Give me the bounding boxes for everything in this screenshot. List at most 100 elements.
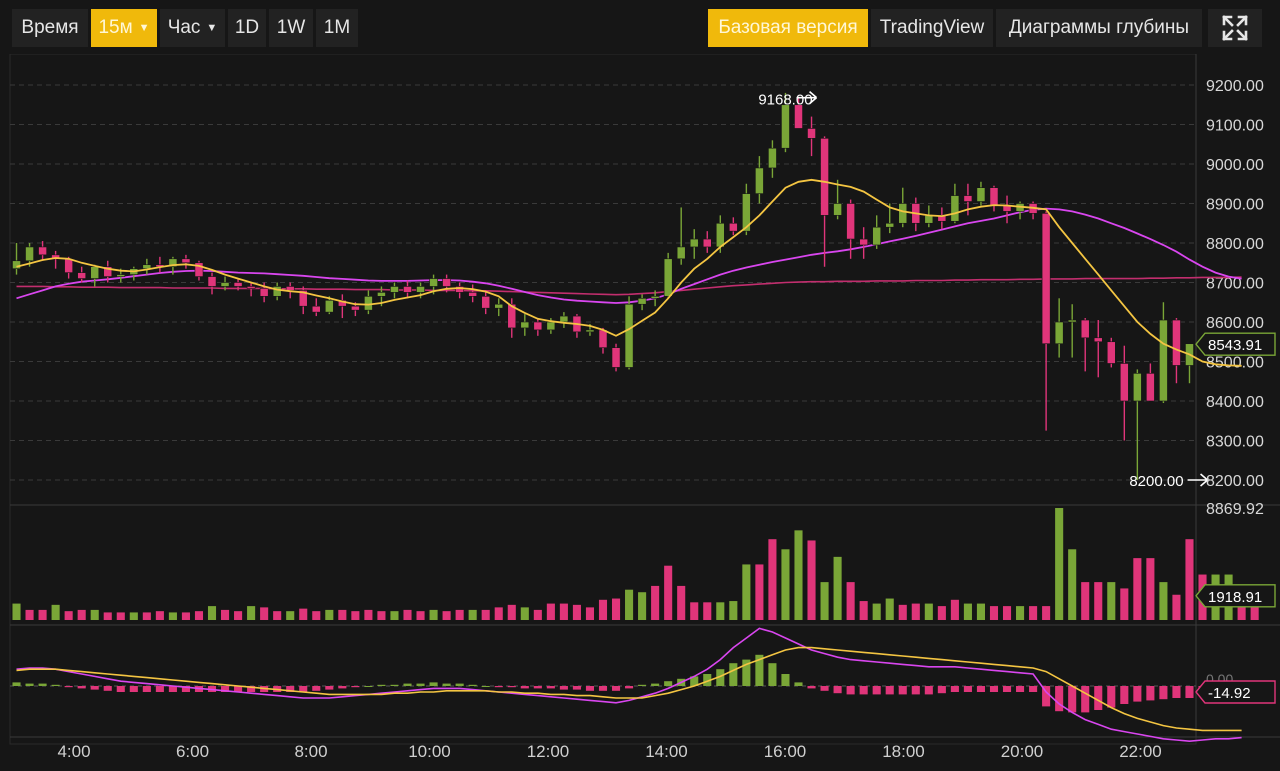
osc-histogram-bar [481, 686, 490, 687]
volume-bar [664, 565, 673, 620]
volume-bar [820, 582, 829, 620]
osc-histogram-bar [820, 686, 829, 691]
tradingview-tab[interactable]: TradingView [871, 9, 993, 47]
osc-histogram-bar [1185, 686, 1194, 698]
osc-histogram-bar [90, 686, 99, 690]
volume-bar [494, 607, 503, 620]
volume-bar [638, 592, 647, 620]
price-tick-label: 8800.00 [1206, 236, 1264, 253]
candle-body [1172, 319, 1181, 366]
candle-body [168, 258, 178, 268]
volume-bar [1068, 549, 1077, 620]
candle-body [950, 195, 960, 222]
interval-1m-button[interactable]: 1M [316, 9, 358, 47]
osc-histogram-bar [781, 674, 790, 686]
osc-histogram-bar [12, 682, 21, 686]
interval-1d-button[interactable]: 1D [228, 9, 266, 47]
candle-body [989, 187, 999, 206]
volume-bar [1185, 539, 1194, 620]
volume-bar [768, 539, 777, 620]
volume-last-tag: 1918.91 [1208, 589, 1262, 606]
osc-histogram-bar [742, 659, 751, 686]
osc-histogram-bar [794, 682, 803, 686]
candle-body [820, 138, 829, 216]
candle-body [872, 226, 882, 246]
candle-body [976, 187, 986, 202]
osc-histogram-bar [364, 686, 373, 687]
candle-body [846, 203, 855, 240]
osc-histogram-bar [494, 686, 503, 688]
candle-body [1067, 319, 1077, 323]
volume-bar [937, 606, 946, 620]
candle-body [1080, 319, 1090, 339]
price-tick-label: 8400.00 [1206, 394, 1264, 411]
candle-body [520, 321, 530, 329]
osc-histogram-bar [898, 686, 907, 695]
volume-bar [559, 603, 568, 620]
osc-histogram-bar [64, 686, 73, 688]
volume-bar [1094, 582, 1103, 620]
candle-body [768, 147, 777, 169]
osc-histogram-bar [572, 686, 581, 690]
interval-1w-button[interactable]: 1W [269, 9, 313, 47]
toolbar: Время 15м ▼ Час ▼ 1D 1W 1M Базовая версия … [0, 0, 1280, 54]
volume-bar [247, 606, 256, 620]
volume-bar [625, 589, 634, 620]
volume-bar [286, 611, 295, 620]
volume-bar [989, 606, 999, 620]
x-tick-label: 8:00 [294, 742, 327, 761]
interval-15m-dropdown[interactable]: 15м ▼ [91, 9, 157, 47]
volume-bar [299, 608, 308, 620]
volume-bar [872, 603, 881, 620]
price-tick-label: 9200.00 [1206, 78, 1264, 95]
interval-hour-dropdown[interactable]: Час ▼ [160, 9, 225, 47]
osc-histogram-bar [351, 686, 360, 688]
candle-body [90, 266, 100, 279]
x-tick-label: 6:00 [176, 742, 209, 761]
volume-last-tag-box [1195, 584, 1276, 608]
osc-histogram-bar [546, 686, 555, 689]
osc-histogram-bar [1029, 686, 1038, 692]
candle-body [298, 290, 308, 307]
volume-bar [781, 549, 790, 620]
volume-bar [129, 612, 138, 620]
volume-bar [429, 609, 438, 620]
candle-body [507, 303, 517, 329]
volume-bar [142, 612, 151, 620]
osc-histogram-bar [690, 676, 699, 686]
candle-body [676, 246, 686, 260]
x-tick-label: 22:00 [1119, 742, 1162, 761]
volume-bar [507, 604, 516, 620]
volume-bar [963, 603, 972, 620]
fullscreen-button[interactable] [1208, 9, 1262, 47]
candle-body [1146, 373, 1155, 402]
osc-histogram-bar [950, 686, 959, 692]
candle-body [481, 296, 491, 309]
chart-svg[interactable]: 9200.00 9100.00 9000.00 8900.00 8800.00 8700.… [0, 53, 1280, 766]
candle-body [559, 315, 569, 323]
volume-bar [468, 609, 477, 620]
osc-histogram-bar [142, 686, 151, 692]
osc-histogram-bar [729, 663, 738, 686]
basic-version-tab[interactable]: Базовая версия [708, 9, 868, 47]
candle-body [272, 286, 282, 297]
depth-charts-tab[interactable]: Диаграммы глубины [996, 9, 1202, 47]
price-tick-label: 8500.00 [1206, 355, 1264, 372]
candle-body [377, 292, 386, 297]
volume-bar [221, 609, 230, 620]
volume-bar [155, 611, 164, 620]
osc-histogram-bar [1016, 686, 1025, 692]
volume-bar [181, 612, 190, 620]
volume-bar [64, 611, 73, 620]
volume-bar [1016, 606, 1025, 620]
candle-body [429, 278, 438, 287]
osc-histogram-bar [1042, 686, 1051, 707]
volume-bar [416, 611, 425, 620]
candle-body [77, 272, 87, 279]
candle-body [246, 286, 256, 289]
chart-area[interactable]: 9200.00 9100.00 9000.00 8900.00 8800.00 8700.… [0, 53, 1280, 766]
candle-body [833, 203, 842, 216]
chevron-down-icon: ▼ [138, 22, 150, 34]
osc-histogram-bar [129, 686, 138, 692]
volume-bar [833, 556, 842, 620]
